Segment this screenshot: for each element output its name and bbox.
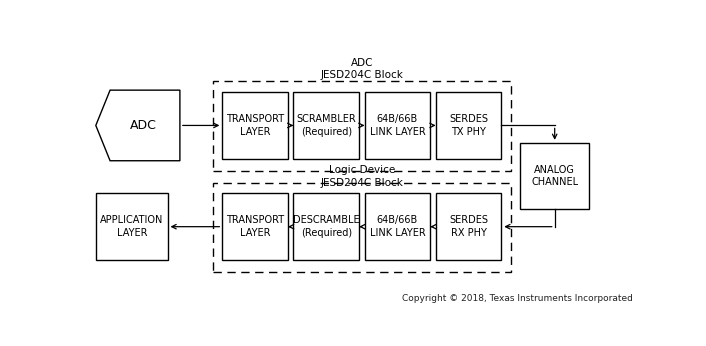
Bar [222, 92, 288, 159]
Bar [97, 193, 167, 260]
Bar [294, 92, 359, 159]
Text: TRANSPORT
LAYER: TRANSPORT LAYER [226, 114, 285, 137]
Bar [436, 92, 501, 159]
Text: ADC
JESD204C Block: ADC JESD204C Block [321, 57, 403, 80]
Bar [364, 193, 430, 260]
Bar [213, 81, 511, 171]
Text: ANALOG
CHANNEL: ANALOG CHANNEL [531, 165, 578, 188]
Polygon shape [96, 90, 180, 161]
Bar [294, 193, 359, 260]
Text: SERDES
TX PHY: SERDES TX PHY [449, 114, 488, 137]
Bar [364, 92, 430, 159]
Text: DESCRAMBLE
(Required): DESCRAMBLE (Required) [293, 215, 359, 238]
Text: 64B/66B
LINK LAYER: 64B/66B LINK LAYER [369, 114, 425, 137]
Text: Logic Device
JESD204C Block: Logic Device JESD204C Block [321, 165, 403, 188]
Text: Copyright © 2018, Texas Instruments Incorporated: Copyright © 2018, Texas Instruments Inco… [402, 294, 633, 303]
Text: SERDES
RX PHY: SERDES RX PHY [449, 215, 488, 238]
Text: ADC: ADC [130, 119, 157, 132]
Bar [213, 183, 511, 272]
Bar [436, 193, 501, 260]
Text: TRANSPORT
LAYER: TRANSPORT LAYER [226, 215, 285, 238]
Text: APPLICATION
LAYER: APPLICATION LAYER [100, 215, 164, 238]
Text: 64B/66B
LINK LAYER: 64B/66B LINK LAYER [369, 215, 425, 238]
Bar [222, 193, 288, 260]
Text: SCRAMBLER
(Required): SCRAMBLER (Required) [297, 114, 356, 137]
Bar [520, 143, 589, 209]
